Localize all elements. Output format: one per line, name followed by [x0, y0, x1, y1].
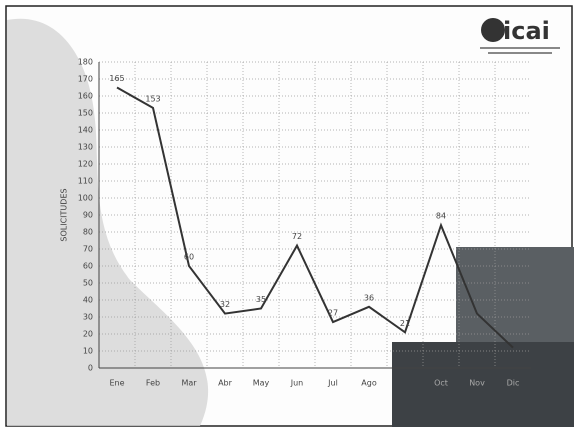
x-tick-label: Mar	[181, 379, 197, 388]
x-tick-label: Dic	[507, 379, 520, 388]
logo-subtext	[480, 47, 560, 49]
x-tick-label: Jun	[290, 379, 304, 388]
y-tick-label: 140	[78, 126, 93, 135]
data-label: 36	[364, 293, 374, 302]
logo-subtext	[488, 52, 552, 54]
y-axis-title: SOLICITUDES	[60, 188, 69, 241]
background-shape	[7, 18, 209, 426]
logo-icon	[481, 18, 505, 42]
data-label: 27	[328, 309, 338, 318]
data-label: 84	[436, 212, 446, 221]
y-tick-label: 60	[83, 262, 93, 271]
data-label: 60	[184, 253, 194, 262]
y-tick-label: 100	[78, 194, 93, 203]
line	[116, 86, 514, 349]
y-tick-label: 160	[78, 92, 93, 101]
x-tick-label: Oct	[434, 379, 448, 388]
y-tick-label: 150	[78, 109, 93, 118]
y-tick-label: 130	[78, 143, 93, 152]
x-tick-label: May	[253, 379, 270, 388]
y-tick-label: 10	[83, 347, 93, 356]
x-tick-label: Jul	[327, 379, 338, 388]
data-label: 35	[256, 295, 266, 304]
y-tick-label: 40	[83, 296, 93, 305]
y-tick-label: 30	[83, 313, 93, 322]
y-tick-label: 180	[78, 58, 93, 67]
dark-block	[392, 342, 574, 427]
x-tick-label: Nov	[469, 379, 485, 388]
y-tick-label: 80	[83, 228, 93, 237]
y-tick-label: 0	[88, 364, 93, 373]
x-tick-label: Ene	[109, 379, 124, 388]
data-label: 32	[220, 300, 230, 309]
x-tick-label: Ago	[361, 379, 377, 388]
data-label: 21	[400, 319, 410, 328]
data-label: 153	[145, 94, 160, 103]
data-label: 165	[109, 74, 124, 83]
logo: icai	[503, 17, 550, 45]
y-tick-label: 20	[83, 330, 93, 339]
y-tick-label: 120	[78, 160, 93, 169]
y-tick-label: 70	[83, 245, 93, 254]
y-tick-label: 110	[78, 177, 93, 186]
y-tick-label: 170	[78, 75, 93, 84]
y-tick-label: 50	[83, 279, 93, 288]
y-tick-label: 90	[83, 211, 93, 220]
x-tick-label: Abr	[218, 379, 233, 388]
data-label: 72	[292, 232, 302, 241]
x-tick-label: Feb	[146, 379, 160, 388]
